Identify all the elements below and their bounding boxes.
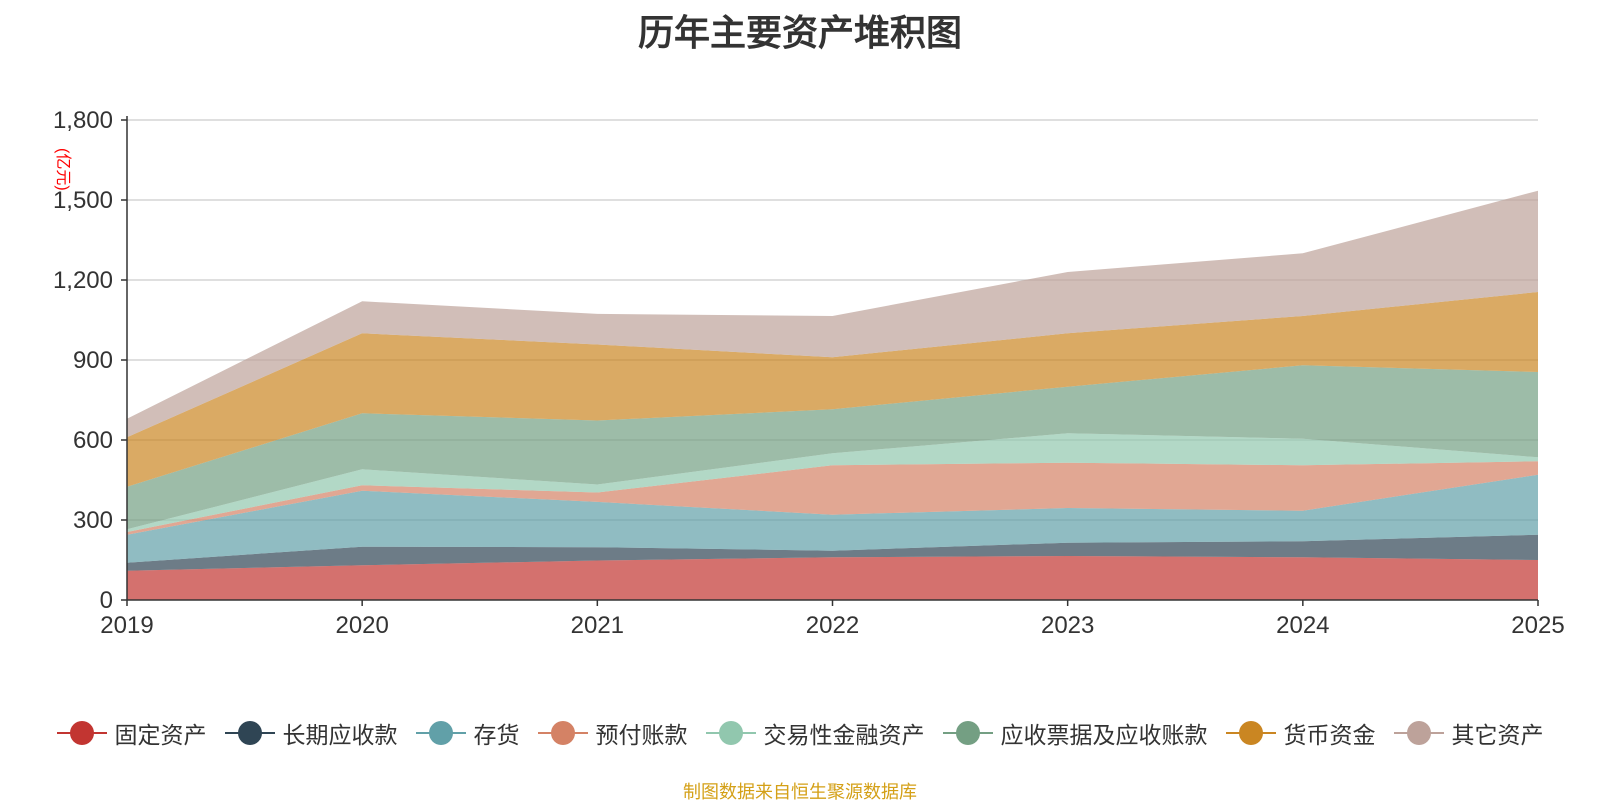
legend-label: 应收票据及应收账款 <box>1000 722 1208 748</box>
legend-label: 固定资产 <box>114 722 207 748</box>
x-tick-label: 2019 <box>100 612 153 639</box>
legend-item[interactable]: 其它资产 <box>1393 716 1544 750</box>
legend-item[interactable]: 交易性金融资产 <box>705 716 925 750</box>
area-series-应收票据及应收账款 <box>127 365 1538 530</box>
y-tick-label: 0 <box>100 587 113 614</box>
legend-item[interactable]: 货币资金 <box>1225 716 1376 750</box>
legend-item[interactable]: 预付账款 <box>537 716 688 750</box>
area-series-交易性金融资产 <box>127 433 1538 532</box>
area-series-group <box>127 190 1538 600</box>
legend-marker-icon <box>705 720 756 746</box>
area-series-长期应收款 <box>127 534 1538 571</box>
data-source-footer: 制图数据来自恒生聚源数据库 <box>683 782 917 802</box>
x-tick-label: 2022 <box>806 612 859 639</box>
y-tick-label: 1,800 <box>53 107 113 134</box>
legend-item[interactable]: 长期应收款 <box>224 716 398 750</box>
y-tick-label: 1,500 <box>53 187 113 214</box>
area-series-存货 <box>127 474 1538 563</box>
stacked-area-chart: 0 300 600 900 1,200 1,500 1,800 2019 2020 2021 202… <box>53 107 1565 639</box>
x-tick-label: 2023 <box>1041 612 1094 639</box>
legend-item[interactable]: 应收票据及应收账款 <box>942 716 1208 750</box>
legend-marker-icon <box>415 720 466 746</box>
y-tick-label: 300 <box>73 507 113 534</box>
y-tick-label: 600 <box>73 427 113 454</box>
legend-label: 存货 <box>473 722 520 748</box>
legend: 固定资产 长期应收款 存货 预付账款 交易性金融资产 应收票据及应收账款 货币资金 其它资产 <box>0 716 1600 750</box>
area-series-其它资产 <box>127 190 1538 438</box>
legend-label: 长期应收款 <box>282 722 398 748</box>
area-series-预付账款 <box>127 461 1538 535</box>
legend-item[interactable]: 存货 <box>415 716 520 750</box>
y-tick-label: 900 <box>73 347 113 374</box>
legend-label: 其它资产 <box>1451 722 1544 748</box>
legend-marker-icon <box>942 720 993 746</box>
x-tick-label: 2020 <box>335 612 388 639</box>
area-series-固定资产 <box>127 556 1538 600</box>
legend-marker-icon <box>224 720 275 746</box>
legend-marker-icon <box>1225 720 1276 746</box>
legend-label: 货币资金 <box>1283 722 1376 748</box>
x-tick-label: 2024 <box>1276 612 1329 639</box>
x-tick-label: 2025 <box>1511 612 1564 639</box>
y-axis-unit-label: (亿元) <box>54 148 72 191</box>
axes: 0 300 600 900 1,200 1,500 1,800 2019 2020 2021 202… <box>53 107 1565 639</box>
legend-marker-icon <box>56 720 107 746</box>
y-tick-label: 1,200 <box>53 267 113 294</box>
chart-title: 历年主要资产堆积图 <box>637 12 962 53</box>
x-tick-label: 2021 <box>571 612 624 639</box>
legend-label: 交易性金融资产 <box>763 722 925 748</box>
legend-marker-icon <box>537 720 588 746</box>
legend-item[interactable]: 固定资产 <box>56 716 207 750</box>
area-series-货币资金 <box>127 292 1538 487</box>
legend-label: 预付账款 <box>595 722 688 748</box>
legend-marker-icon <box>1393 720 1444 746</box>
